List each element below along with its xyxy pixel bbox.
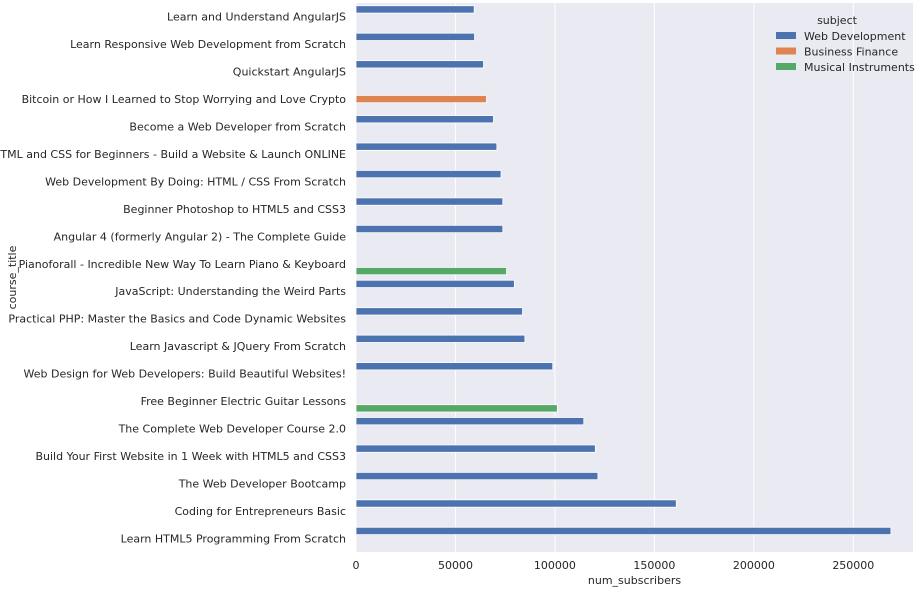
bar: [355, 526, 892, 536]
x-tick-labels: 0 50000 100000 150000 200000 250000: [353, 559, 875, 572]
bar: [355, 95, 487, 104]
bar: [355, 499, 677, 508]
bar: [355, 404, 558, 413]
y-tick-label: Learn Responsive Web Development from Sc…: [70, 38, 346, 51]
y-tick-label: HTML and CSS for Beginners - Build a Web…: [0, 148, 346, 161]
legend-entry: Musical Instruments: [804, 61, 915, 74]
bar: [355, 279, 515, 288]
x-tick-label: 250000: [832, 559, 874, 572]
bar: [355, 267, 507, 276]
legend-swatch: [776, 47, 796, 55]
bar: [355, 224, 504, 234]
x-tick-label: 0: [353, 559, 360, 572]
y-tick-label: Coding for Entrepreneurs Basic: [175, 505, 346, 518]
y-tick-label: Practical PHP: Master the Basics and Cod…: [8, 313, 346, 326]
y-tick-label: Bitcoin or How I Learned to Stop Worryin…: [22, 93, 347, 106]
gridlines: [355, 3, 854, 552]
y-tick-label: Quickstart AngularJS: [233, 66, 346, 79]
x-tick-label: 100000: [534, 559, 576, 572]
y-tick-label: Web Development By Doing: HTML / CSS Fro…: [45, 175, 346, 188]
bar: [355, 444, 596, 453]
y-tick-label: Pianoforall - Incredible New Way To Lear…: [19, 258, 346, 271]
plot-background: [356, 3, 913, 552]
legend: subject Web Development Business Finance M…: [776, 14, 915, 74]
y-tick-label: Angular 4 (formerly Angular 2) - The Com…: [54, 230, 347, 243]
y-tick-label: Build Your First Website in 1 Week with …: [35, 450, 346, 463]
y-tick-label: The Web Developer Bootcamp: [178, 477, 346, 490]
y-tick-label: Learn HTML5 Programming From Scratch: [121, 532, 346, 545]
bar: [355, 197, 504, 206]
bar: [355, 307, 523, 316]
legend-entry: Web Development: [804, 30, 906, 43]
legend-entry: Business Finance: [804, 46, 898, 59]
bar: [355, 170, 502, 179]
y-tick-label: Beginner Photoshop to HTML5 and CSS3: [123, 203, 346, 216]
y-tick-label: Become a Web Developer from Scratch: [129, 121, 346, 134]
x-tick-label: 200000: [733, 559, 775, 572]
bar: [355, 32, 475, 41]
legend-swatch: [776, 32, 796, 39]
bar: [355, 5, 475, 14]
y-tick-label: Learn Javascript & JQuery From Scratch: [130, 340, 346, 353]
bar: [355, 362, 554, 371]
bar: [355, 334, 526, 343]
y-tick-label: JavaScript: Understanding the Weird Part…: [114, 285, 346, 298]
y-tick-label: The Complete Web Developer Course 2.0: [118, 422, 346, 435]
legend-swatch: [776, 63, 796, 70]
bar: [355, 417, 585, 426]
y-tick-label: Web Design for Web Developers: Build Bea…: [24, 368, 346, 381]
y-tick-label: Learn and Understand AngularJS: [167, 11, 346, 24]
y-axis-label: course_title: [6, 245, 19, 309]
bar: [355, 471, 599, 481]
x-tick-label: 50000: [438, 559, 473, 572]
y-tick-labels: Learn and Understand AngularJS Learn Resp…: [0, 11, 346, 546]
y-tick-label: Free Beginner Electric Guitar Lessons: [141, 395, 347, 408]
x-axis-label: num_subscribers: [588, 574, 681, 587]
bars: [355, 5, 892, 536]
bar: [355, 142, 498, 151]
bar: [355, 115, 494, 124]
legend-title: subject: [817, 14, 858, 27]
x-tick-label: 150000: [633, 559, 675, 572]
bar: [355, 60, 484, 69]
